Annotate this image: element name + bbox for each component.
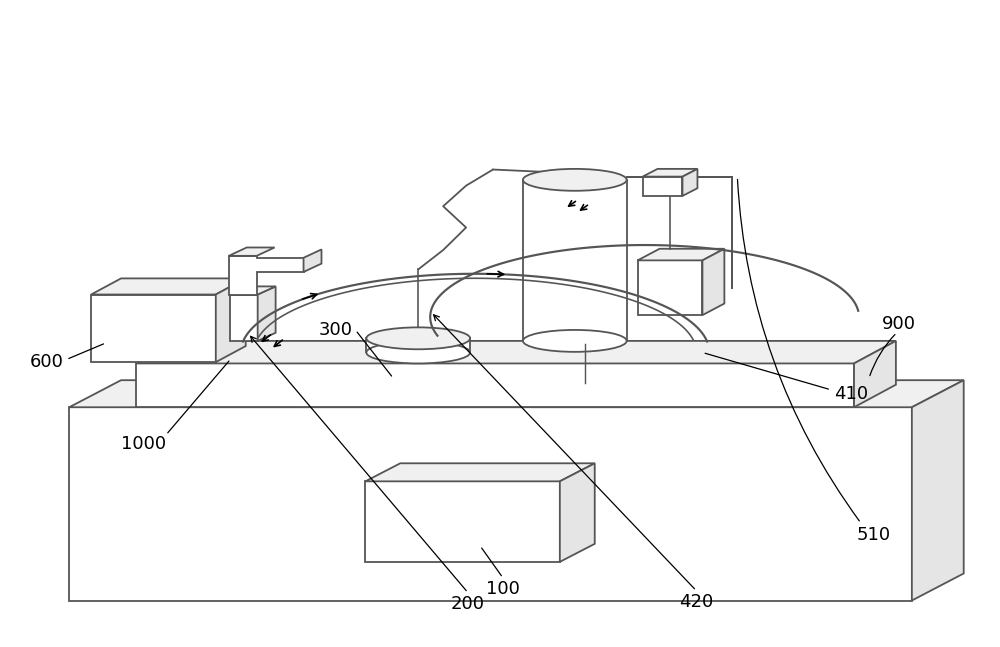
Text: 900: 900 xyxy=(882,314,916,333)
Polygon shape xyxy=(304,249,321,272)
Polygon shape xyxy=(229,248,275,256)
Polygon shape xyxy=(365,463,595,481)
Polygon shape xyxy=(638,248,724,260)
Polygon shape xyxy=(912,380,964,600)
Polygon shape xyxy=(216,278,246,362)
Text: 600: 600 xyxy=(29,353,63,371)
Polygon shape xyxy=(638,260,702,315)
Text: 200: 200 xyxy=(451,595,485,613)
Ellipse shape xyxy=(523,330,627,352)
Polygon shape xyxy=(91,294,216,362)
Text: 1000: 1000 xyxy=(121,435,167,453)
Polygon shape xyxy=(136,364,854,407)
Polygon shape xyxy=(854,341,896,407)
Text: 300: 300 xyxy=(318,321,352,339)
Polygon shape xyxy=(702,248,724,315)
Text: 410: 410 xyxy=(834,386,868,403)
Text: 100: 100 xyxy=(486,580,520,598)
Polygon shape xyxy=(136,341,896,364)
Ellipse shape xyxy=(523,169,627,191)
Polygon shape xyxy=(69,380,964,407)
Polygon shape xyxy=(643,169,697,177)
Polygon shape xyxy=(229,256,304,294)
Polygon shape xyxy=(366,338,470,353)
Polygon shape xyxy=(523,180,627,341)
Polygon shape xyxy=(258,287,276,341)
Polygon shape xyxy=(91,278,246,294)
Polygon shape xyxy=(365,481,560,562)
Ellipse shape xyxy=(366,327,470,349)
Text: 510: 510 xyxy=(857,526,891,544)
Polygon shape xyxy=(230,294,258,341)
Polygon shape xyxy=(560,463,595,562)
Polygon shape xyxy=(69,407,912,600)
Polygon shape xyxy=(682,169,697,196)
Polygon shape xyxy=(643,177,682,196)
Polygon shape xyxy=(230,287,276,294)
Ellipse shape xyxy=(366,342,470,364)
Text: 420: 420 xyxy=(679,593,714,611)
